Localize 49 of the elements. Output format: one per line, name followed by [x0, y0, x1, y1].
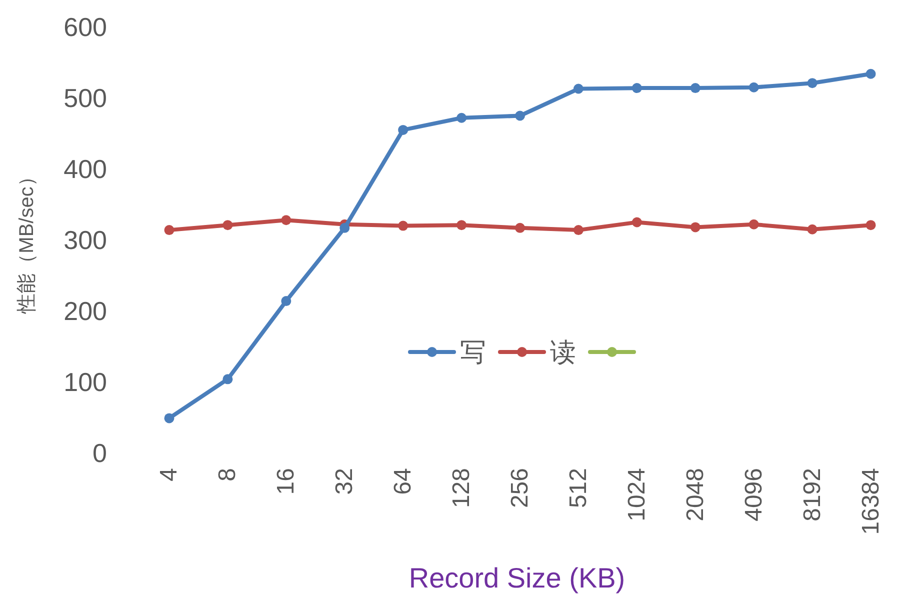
y-tick-label: 300 — [64, 225, 107, 255]
x-tick-label: 4096 — [740, 468, 768, 522]
x-tick-label: 16384 — [857, 468, 884, 535]
legend-label: 读 — [550, 337, 576, 367]
y-tick-label: 500 — [64, 83, 107, 113]
y-tick-label: 400 — [64, 154, 107, 184]
point — [222, 220, 233, 230]
x-tick-label: 256 — [506, 468, 534, 508]
point — [807, 78, 818, 88]
point — [748, 219, 759, 230]
point — [573, 225, 584, 236]
x-tick-label: 512 — [564, 468, 592, 508]
point — [398, 124, 408, 135]
point — [632, 83, 642, 94]
x-tick-label: 64 — [390, 468, 417, 495]
y-tick-label: 100 — [64, 367, 107, 397]
point — [807, 224, 818, 234]
y-tick-label: 600 — [64, 12, 107, 42]
y-tick-label: 200 — [64, 296, 107, 326]
x-tick-label: 8 — [214, 468, 242, 482]
x-axis-title: Record Size (KB) — [408, 562, 626, 594]
point — [281, 296, 292, 306]
point — [340, 222, 350, 233]
point — [866, 220, 876, 230]
point — [515, 222, 525, 233]
point — [456, 220, 467, 230]
y-axis-title: 性能（MB/sec） — [16, 166, 38, 314]
x-tick-label: 128 — [448, 468, 476, 508]
point — [690, 222, 700, 232]
point — [456, 112, 467, 123]
x-tick-label: 1024 — [623, 468, 650, 522]
x-tick-label: 32 — [331, 468, 358, 495]
y-tick-label: 0 — [92, 438, 107, 468]
x-tick-label: 2048 — [682, 468, 709, 522]
point — [164, 413, 174, 424]
x-tick-label: 8192 — [798, 468, 826, 522]
x-tick-label: 4 — [156, 468, 183, 482]
point — [222, 374, 233, 384]
point — [164, 225, 174, 236]
point — [632, 217, 642, 228]
point — [866, 68, 876, 79]
point — [748, 82, 759, 92]
point — [398, 220, 408, 231]
point — [573, 84, 584, 94]
x-tick-label: 16 — [272, 468, 300, 495]
legend-label: 写 — [460, 337, 486, 367]
point — [690, 83, 700, 94]
point — [515, 110, 525, 121]
point — [281, 215, 292, 226]
